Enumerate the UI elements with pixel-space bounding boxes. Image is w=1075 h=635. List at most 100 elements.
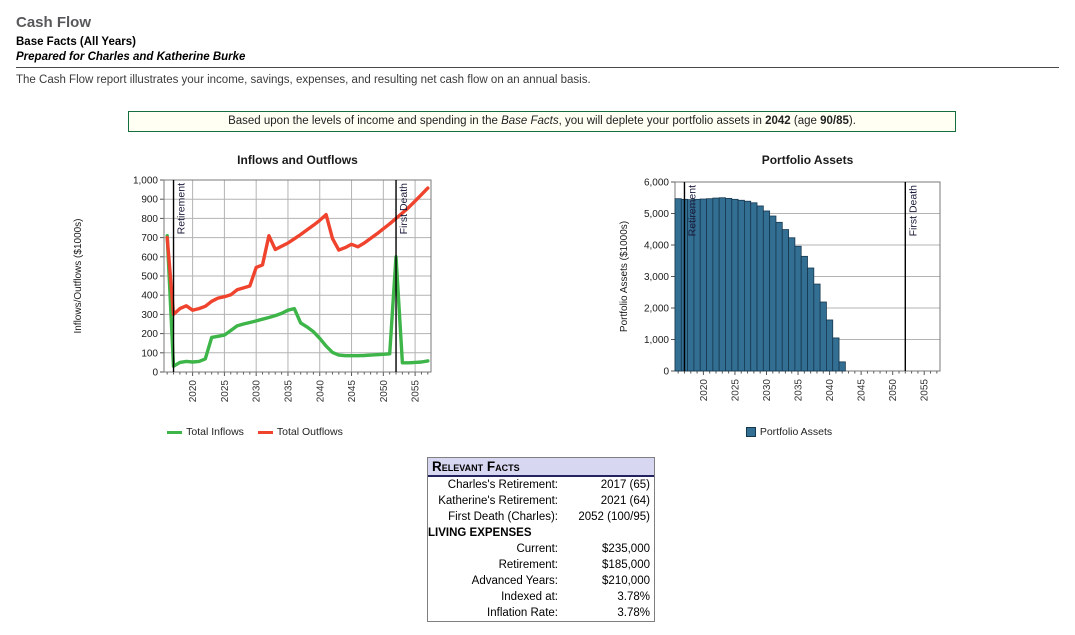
bar bbox=[769, 215, 777, 372]
inflows-outflows-legend: Total Inflows Total Outflows bbox=[65, 425, 445, 439]
y-tick-label: 900 bbox=[141, 195, 158, 206]
y-tick-label: 3,000 bbox=[644, 272, 669, 283]
bar bbox=[725, 197, 733, 372]
portfolio-assets-legend-swatch bbox=[745, 427, 756, 437]
bar bbox=[744, 200, 752, 372]
y-tick-label: 6,000 bbox=[644, 178, 669, 189]
x-tick-label: 2030 bbox=[252, 380, 263, 403]
bar bbox=[775, 221, 783, 372]
y-tick-label: 400 bbox=[141, 291, 158, 302]
fact-label: First Death (Charles): bbox=[448, 511, 558, 523]
fact-value: 2021 (64) bbox=[600, 495, 650, 507]
y-tick-label: 0 bbox=[663, 367, 669, 378]
fact-value: 2017 (65) bbox=[600, 479, 650, 491]
x-tick-label: 2050 bbox=[379, 380, 390, 403]
y-tick-label: 800 bbox=[141, 214, 158, 225]
total-outflows-legend-item: Total Outflows bbox=[257, 426, 343, 438]
y-axis-title: Inflows/Outflows ($1000s) bbox=[73, 218, 84, 333]
portfolio-assets-title: Portfolio Assets bbox=[762, 153, 854, 167]
x-tick-label: 2020 bbox=[699, 379, 710, 402]
bar bbox=[699, 198, 707, 372]
x-tick-label: 2045 bbox=[347, 380, 358, 403]
first-death-marker-label: First Death bbox=[398, 183, 410, 235]
fact-value: $185,000 bbox=[602, 559, 650, 571]
bar bbox=[706, 198, 714, 372]
page-title: Cash Flow bbox=[16, 14, 92, 31]
notice-text-segment: ). bbox=[848, 115, 856, 127]
fact-value: 3.78% bbox=[617, 607, 650, 619]
fact-label: LIVING EXPENSES bbox=[428, 527, 532, 539]
bar bbox=[819, 301, 827, 372]
total-inflows-line bbox=[165, 233, 430, 368]
relevant-facts-title: Relevant Facts bbox=[428, 458, 654, 477]
total-outflows-legend-label: Total Outflows bbox=[276, 426, 343, 438]
prepared-for-line: Prepared for Charles and Katherine Burke bbox=[16, 51, 246, 63]
x-tick-label: 2035 bbox=[794, 379, 805, 402]
portfolio-assets-bars bbox=[674, 197, 846, 372]
x-tick-label: 2030 bbox=[762, 379, 773, 402]
y-tick-label: 2,000 bbox=[644, 304, 669, 315]
x-tick-label: 2025 bbox=[730, 379, 741, 402]
notice-text-segment: 2042 bbox=[765, 115, 791, 127]
y-tick-label: 1,000 bbox=[133, 176, 158, 187]
inflows-outflows-chart: Inflows and Outflows 0 100 200 300 400 500 600 7… bbox=[73, 153, 432, 403]
report-subtitle: Base Facts (All Years) bbox=[16, 36, 136, 48]
depletion-notice-banner: Based upon the levels of income and spen… bbox=[128, 111, 956, 132]
relevant-facts-body: Charles's Retirement: 2017 (65) Katherine'… bbox=[428, 477, 654, 621]
bar bbox=[750, 202, 758, 372]
bar bbox=[756, 205, 764, 372]
fact-value: 3.78% bbox=[617, 591, 650, 603]
x-tick-label: 2025 bbox=[220, 380, 231, 403]
fact-row: Current: $235,000 bbox=[428, 541, 654, 557]
notice-text-segment: , you will deplete your portfolio assets… bbox=[558, 115, 766, 127]
fact-label: Charles's Retirement: bbox=[447, 479, 558, 491]
fact-label: Retirement: bbox=[498, 559, 558, 571]
total-inflows-legend-label: Total Inflows bbox=[186, 426, 244, 438]
portfolio-assets-legend-label: Portfolio Assets bbox=[759, 426, 833, 438]
y-tick-label: 4,000 bbox=[644, 241, 669, 252]
total-inflows-legend-item: Total Inflows bbox=[167, 426, 244, 438]
fact-label: Advanced Years: bbox=[471, 575, 558, 587]
bar bbox=[674, 198, 682, 372]
portfolio-assets-chart: Portfolio Assets 0 1,000 2,000 3,000 4,000 5,0… bbox=[619, 153, 941, 402]
y-tick-label: 600 bbox=[141, 252, 158, 263]
first-death-marker-label: First Death bbox=[907, 185, 919, 237]
bar bbox=[832, 337, 840, 372]
x-tick-label: 2045 bbox=[857, 379, 868, 402]
total-outflows-legend-swatch bbox=[257, 430, 273, 434]
bar bbox=[718, 197, 726, 372]
fact-row: First Death (Charles): 2052 (100/95) bbox=[428, 509, 654, 525]
fact-row: Katherine's Retirement: 2021 (64) bbox=[428, 493, 654, 509]
bar bbox=[826, 319, 834, 372]
bar bbox=[807, 267, 815, 372]
portfolio-assets-legend-item: Portfolio Assets bbox=[745, 426, 833, 438]
plot-border bbox=[163, 179, 432, 373]
y-tick-label: 100 bbox=[141, 348, 158, 359]
bar bbox=[737, 199, 745, 372]
y-tick-label: 1,000 bbox=[644, 335, 669, 346]
fact-value: 2052 (100/95) bbox=[578, 511, 650, 523]
x-tick-label: 2040 bbox=[315, 380, 326, 403]
x-tick-label: 2035 bbox=[283, 380, 294, 403]
x-tick-label: 2055 bbox=[411, 380, 422, 403]
portfolio-assets-legend: Portfolio Assets bbox=[610, 425, 968, 439]
retirement-marker-label: Retirement bbox=[176, 183, 188, 234]
fact-label: Inflation Rate: bbox=[487, 607, 558, 619]
fact-label: Katherine's Retirement: bbox=[438, 495, 558, 507]
fact-value bbox=[572, 525, 654, 541]
fact-row: Charles's Retirement: 2017 (65) bbox=[428, 477, 654, 493]
total-outflows-line bbox=[165, 186, 430, 317]
relevant-facts-table: Relevant Facts Charles's Retirement: 2017… bbox=[427, 457, 655, 622]
notice-text-segment: (age bbox=[790, 115, 821, 127]
header-divider bbox=[16, 67, 1059, 68]
y-tick-label: 200 bbox=[141, 329, 158, 340]
retirement-marker-label: Retirement bbox=[686, 185, 698, 236]
facts-section-row: LIVING EXPENSES bbox=[428, 525, 654, 541]
notice-text-segment: 90/85 bbox=[820, 115, 849, 127]
bar bbox=[800, 255, 808, 372]
fact-value: $235,000 bbox=[602, 543, 650, 555]
report-description: The Cash Flow report illustrates your in… bbox=[16, 74, 591, 86]
fact-row: Inflation Rate: 3.78% bbox=[428, 605, 654, 621]
bar bbox=[781, 229, 789, 372]
